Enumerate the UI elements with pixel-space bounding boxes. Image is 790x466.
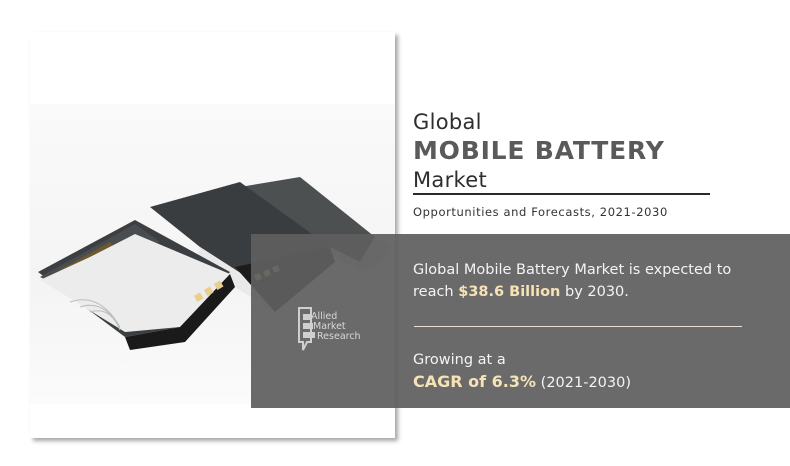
allied-market-research-logo-icon [298, 307, 315, 351]
stats-divider [414, 326, 742, 327]
brand-line-2: Market [313, 321, 346, 332]
stats-panel: Allied Market Research Global Mobile Bat… [251, 234, 790, 408]
market-size-prefix: Global Mobile Battery Market is expected… [413, 262, 732, 300]
cagr-statement: Growing at a CAGR of 6.3% (2021-2030) [413, 349, 631, 394]
brand-line-1: Allied [311, 311, 338, 322]
market-size-statement: Global Mobile Battery Market is expected… [413, 259, 753, 303]
report-subtitle: Opportunities and Forecasts, 2021-2030 [413, 205, 668, 219]
brand-logo: Allied Market Research [297, 306, 377, 352]
market-size-value: $38.6 Billion [458, 284, 561, 300]
growth-prefix: Growing at a [413, 352, 506, 368]
title-market: Market [413, 168, 487, 192]
title-divider [413, 193, 710, 195]
market-size-suffix: by 2030. [560, 284, 629, 300]
cagr-value: CAGR of 6.3% [413, 372, 537, 391]
title-mobile-battery: MOBILE BATTERY [413, 136, 665, 165]
cagr-period: (2021-2030) [536, 375, 632, 391]
report-title: Global MOBILE BATTERY Market [413, 108, 713, 194]
title-global: Global [413, 110, 482, 134]
brand-line-3: Research [317, 331, 361, 342]
